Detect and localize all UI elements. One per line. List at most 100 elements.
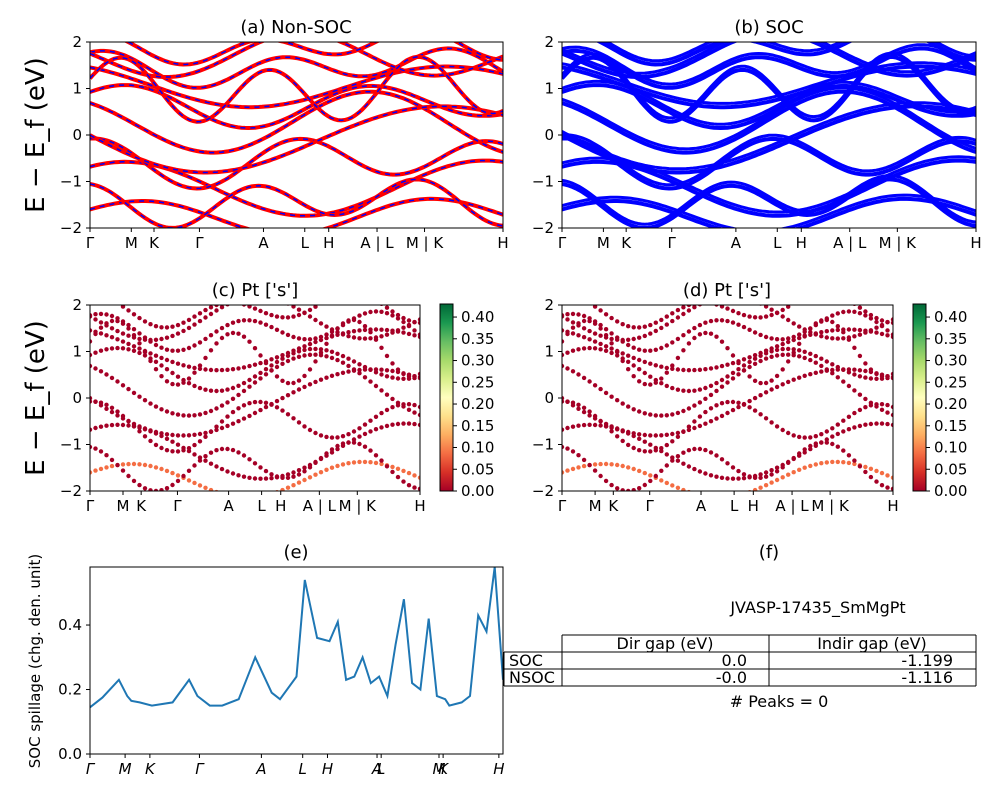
projection-point bbox=[560, 294, 564, 298]
band-line bbox=[562, 54, 976, 124]
projection-point bbox=[675, 454, 681, 459]
x-tick-label: M bbox=[433, 760, 446, 778]
projection-point bbox=[351, 429, 357, 434]
projection-point bbox=[164, 409, 170, 414]
projection-point bbox=[581, 375, 587, 381]
projection-point bbox=[813, 332, 818, 337]
projection-point bbox=[357, 434, 362, 439]
projection-point bbox=[159, 363, 164, 368]
projection-point bbox=[368, 367, 373, 372]
colorbar-tick-label: 0.20 bbox=[461, 395, 494, 413]
projection-point bbox=[252, 399, 258, 405]
projection-point bbox=[868, 400, 874, 405]
projection-point bbox=[137, 331, 142, 336]
projection-point bbox=[725, 380, 730, 385]
projection-point bbox=[115, 337, 120, 342]
projection-point bbox=[252, 362, 258, 367]
projection-point bbox=[120, 416, 126, 421]
x-tick-label: L bbox=[377, 760, 385, 778]
projection-point bbox=[819, 461, 824, 466]
projection-point bbox=[565, 312, 570, 317]
projection-point bbox=[90, 444, 93, 450]
projection-point bbox=[93, 294, 97, 298]
projection-point bbox=[330, 295, 334, 299]
projection-point bbox=[874, 315, 879, 321]
projection-point bbox=[653, 473, 658, 479]
panel-a-title: (a) Non-SOC bbox=[240, 17, 351, 38]
projection-point bbox=[863, 375, 868, 380]
panel-e-x-ticks: Γ M K Γ A L H AL MK H bbox=[86, 754, 505, 778]
x-tick-label: A bbox=[731, 234, 742, 252]
projection-point bbox=[208, 408, 214, 414]
projection-point bbox=[291, 380, 296, 386]
projection-point bbox=[395, 312, 401, 318]
projection-point bbox=[758, 315, 763, 320]
projection-point bbox=[863, 396, 868, 402]
projection-point bbox=[252, 306, 258, 311]
projection-point bbox=[725, 461, 730, 466]
projection-point bbox=[230, 385, 236, 391]
projection-point bbox=[581, 318, 587, 324]
projection-point bbox=[626, 353, 631, 358]
projection-point bbox=[863, 309, 868, 314]
projection-point bbox=[841, 367, 846, 372]
projection-point bbox=[307, 346, 313, 352]
projection-point bbox=[137, 482, 142, 488]
x-tick-label: A bbox=[255, 760, 266, 778]
projection-point bbox=[681, 367, 686, 373]
projection-point bbox=[703, 367, 708, 372]
projection-point bbox=[203, 434, 208, 439]
projection-point bbox=[813, 321, 818, 326]
projection-point bbox=[664, 480, 669, 486]
x-tick-label: Γ bbox=[558, 497, 567, 515]
projection-point bbox=[890, 422, 893, 428]
projection-point bbox=[274, 314, 280, 319]
projection-point bbox=[406, 331, 412, 337]
projection-point bbox=[720, 496, 724, 500]
projection-point bbox=[153, 359, 159, 364]
projection-point bbox=[203, 336, 208, 342]
projection-point bbox=[637, 432, 642, 437]
projection-point bbox=[659, 317, 664, 323]
projection-point bbox=[318, 455, 324, 461]
projection-point bbox=[874, 479, 879, 484]
projection-point bbox=[324, 348, 329, 353]
projection-point bbox=[197, 311, 203, 316]
projection-point bbox=[730, 353, 736, 358]
projection-point bbox=[830, 441, 835, 447]
projection-point bbox=[203, 410, 208, 416]
projection-point bbox=[236, 383, 241, 388]
band-line bbox=[562, 136, 976, 191]
x-tick-label: Γ bbox=[195, 234, 204, 252]
projection-point bbox=[752, 353, 758, 358]
projection-point bbox=[609, 394, 614, 399]
projection-point bbox=[379, 367, 384, 372]
projection-point bbox=[164, 432, 170, 437]
projection-point bbox=[592, 422, 598, 428]
projection-point bbox=[675, 387, 681, 392]
projection-point bbox=[863, 330, 868, 335]
projection-point bbox=[401, 315, 406, 321]
projection-point bbox=[120, 321, 126, 326]
projection-point bbox=[670, 458, 675, 463]
projection-point bbox=[362, 431, 368, 437]
projection-point bbox=[857, 305, 863, 310]
projection-point bbox=[90, 396, 93, 401]
y-tick-label: −2 bbox=[60, 219, 82, 237]
projection-point bbox=[230, 330, 236, 336]
projection-point bbox=[186, 325, 192, 331]
projection-point bbox=[313, 339, 318, 345]
projection-point bbox=[763, 356, 769, 361]
projection-point bbox=[197, 318, 203, 324]
projection-point bbox=[126, 347, 131, 352]
projection-point bbox=[791, 347, 796, 352]
projection-point bbox=[565, 331, 570, 337]
projection-point bbox=[786, 379, 791, 385]
projection-point bbox=[780, 352, 785, 357]
projection-point bbox=[852, 334, 857, 339]
projection-point bbox=[686, 427, 692, 433]
colorbar-tick-label: 0.35 bbox=[461, 330, 494, 348]
projection-point bbox=[197, 363, 203, 368]
projection-point bbox=[241, 453, 247, 458]
projection-point bbox=[203, 454, 208, 459]
